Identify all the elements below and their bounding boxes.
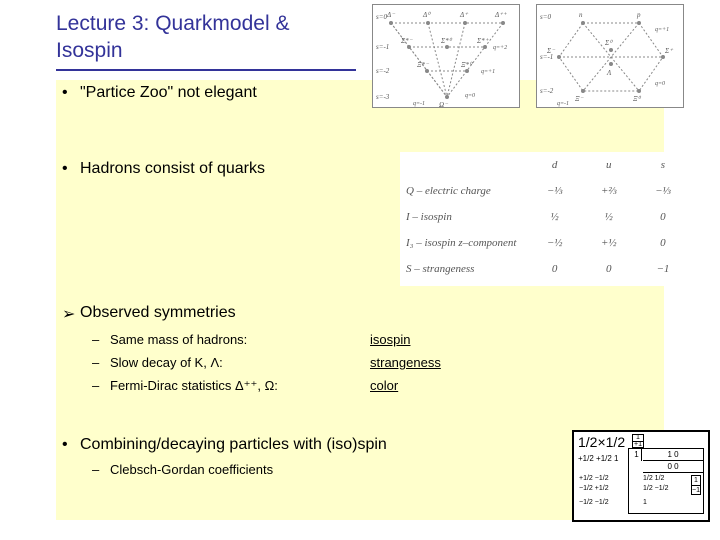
svg-text:Σ⁰: Σ⁰	[604, 39, 613, 47]
svg-text:q=+1: q=+1	[481, 69, 495, 75]
col-header: s	[636, 152, 690, 178]
cg-inner-grid: 1 1 0 0 0 +1/2 −1/2 −1/2 +1/2 1/2 1/2 1/…	[628, 448, 704, 514]
decuplet-triangle-diagram: s=0 Δ⁻ Δ⁰ Δ⁺ Δ⁺⁺ s=-1 Σ*⁻ Σ*⁰ Σ*⁺ s=-2 Ξ…	[372, 4, 520, 108]
dash-icon: –	[92, 378, 110, 393]
cg-cell: −1/2 +1/2	[579, 485, 609, 492]
table-row: S – strangeness 0 0 −1	[400, 256, 690, 282]
svg-text:q=0: q=0	[655, 81, 665, 87]
svg-text:Δ⁰: Δ⁰	[422, 11, 431, 19]
svg-text:Δ⁻: Δ⁻	[386, 11, 396, 19]
hexagon-svg: s=0 n p s=-1 Σ⁻ Σ⁰ Λ Σ⁺ s=-2 Ξ⁻ Ξ⁰ q=+1 …	[537, 5, 685, 109]
svg-text:Σ⁺: Σ⁺	[664, 47, 674, 55]
bullet-text: Combining/decaying particles with (iso)s…	[80, 436, 387, 454]
svg-text:s=-3: s=-3	[376, 93, 390, 101]
bullet-text: "Partice Zoo" not elegant	[80, 84, 257, 102]
svg-text:s=-2: s=-2	[376, 67, 390, 75]
sub-isospin: – Same mass of hadrons: isospin	[56, 332, 664, 347]
cg-cell: 1/2 1/2	[643, 475, 664, 482]
svg-text:Ξ⁰: Ξ⁰	[633, 95, 641, 103]
cg-cell: +1/2 +1/2 1	[578, 454, 618, 463]
cg-cell: 1/2 −1/2	[643, 485, 669, 492]
dash-icon: –	[92, 462, 110, 477]
svg-text:s=-1: s=-1	[376, 43, 389, 51]
row-label: Q – electric charge	[400, 178, 528, 204]
sub-label: Clebsch-Gordan coefficients	[110, 462, 273, 477]
svg-text:q=-1: q=-1	[557, 101, 569, 107]
sub-label: Fermi-Dirac statistics Δ⁺⁺, Ω:	[110, 378, 370, 394]
svg-text:Σ⁻: Σ⁻	[546, 47, 556, 55]
svg-text:Δ⁺⁺: Δ⁺⁺	[494, 11, 508, 19]
bullet-text: Hadrons consist of quarks	[80, 160, 265, 178]
table-row: d u s	[400, 152, 690, 178]
link-isospin[interactable]: isospin	[370, 332, 410, 347]
link-color[interactable]: color	[370, 378, 398, 393]
svg-text:Ω⁻: Ω⁻	[439, 101, 449, 109]
svg-text:Ξ*⁰: Ξ*⁰	[461, 61, 473, 69]
table-row: I₃ – isospin z–component −½ +½ 0	[400, 230, 690, 256]
bullet-text: Observed symmetries	[80, 304, 236, 322]
page-title: Lecture 3: Quarkmodel & Isospin	[56, 10, 356, 71]
sub-color: – Fermi-Dirac statistics Δ⁺⁺, Ω: color	[56, 378, 664, 394]
svg-text:Λ: Λ	[606, 69, 612, 77]
svg-text:s=0: s=0	[376, 13, 387, 21]
link-strangeness[interactable]: strangeness	[370, 355, 441, 370]
svg-text:Σ*⁰: Σ*⁰	[440, 37, 453, 45]
arrow-icon: ➢	[56, 304, 80, 324]
cg-cell: 1	[643, 499, 647, 506]
svg-text:Ξ⁻: Ξ⁻	[575, 95, 584, 103]
triangle-svg: s=0 Δ⁻ Δ⁰ Δ⁺ Δ⁺⁺ s=-1 Σ*⁻ Σ*⁰ Σ*⁺ s=-2 Ξ…	[373, 5, 521, 109]
svg-text:s=-2: s=-2	[540, 87, 554, 95]
row-label: I₃ – isospin z–component	[400, 230, 528, 256]
dash-icon: –	[92, 355, 110, 370]
octet-hexagon-diagram: s=0 n p s=-1 Σ⁻ Σ⁰ Λ Σ⁺ s=-2 Ξ⁻ Ξ⁰ q=+1 …	[536, 4, 684, 108]
bullet-symmetries: ➢ Observed symmetries	[56, 304, 664, 324]
sub-label: Slow decay of K, Λ:	[110, 355, 370, 370]
sub-label: Same mass of hadrons:	[110, 332, 370, 347]
cg-heading: 1/2×1/2	[578, 434, 625, 450]
svg-text:Σ*⁻: Σ*⁻	[400, 37, 414, 45]
svg-text:n: n	[579, 11, 583, 19]
svg-text:q=+1: q=+1	[655, 27, 669, 33]
sub-strangeness: – Slow decay of K, Λ: strangeness	[56, 355, 664, 370]
svg-text:Δ⁺: Δ⁺	[459, 11, 469, 19]
svg-text:Ξ*⁻: Ξ*⁻	[417, 61, 430, 69]
cg-cell: −1/2 −1/2	[579, 499, 609, 506]
row-label: I – isospin	[400, 204, 528, 230]
row-label: S – strangeness	[400, 256, 528, 282]
svg-text:Σ*⁺: Σ*⁺	[476, 37, 490, 45]
cg-cell: +1/2 −1/2	[579, 475, 609, 482]
svg-text:q=+2: q=+2	[493, 45, 507, 51]
clebsch-gordan-table: 1/2×1/2 1 +1 +1/2 +1/2 1 1 1 0 0 0 +1/2 …	[572, 430, 710, 522]
title-block: Lecture 3: Quarkmodel & Isospin	[56, 10, 356, 71]
quark-property-table: d u s Q – electric charge −⅓ +⅔ −⅓ I – i…	[400, 152, 690, 286]
dash-icon: –	[92, 332, 110, 347]
svg-text:s=0: s=0	[540, 13, 551, 21]
col-header: d	[528, 152, 582, 178]
table-row: Q – electric charge −⅓ +⅔ −⅓	[400, 178, 690, 204]
col-header: u	[582, 152, 636, 178]
bullet-icon: •	[56, 436, 80, 454]
table-row: I – isospin ½ ½ 0	[400, 204, 690, 230]
svg-text:q=-1: q=-1	[413, 101, 425, 107]
bullet-icon: •	[56, 160, 80, 178]
svg-text:q=0: q=0	[465, 93, 475, 99]
svg-text:p: p	[636, 11, 641, 19]
bullet-icon: •	[56, 84, 80, 102]
